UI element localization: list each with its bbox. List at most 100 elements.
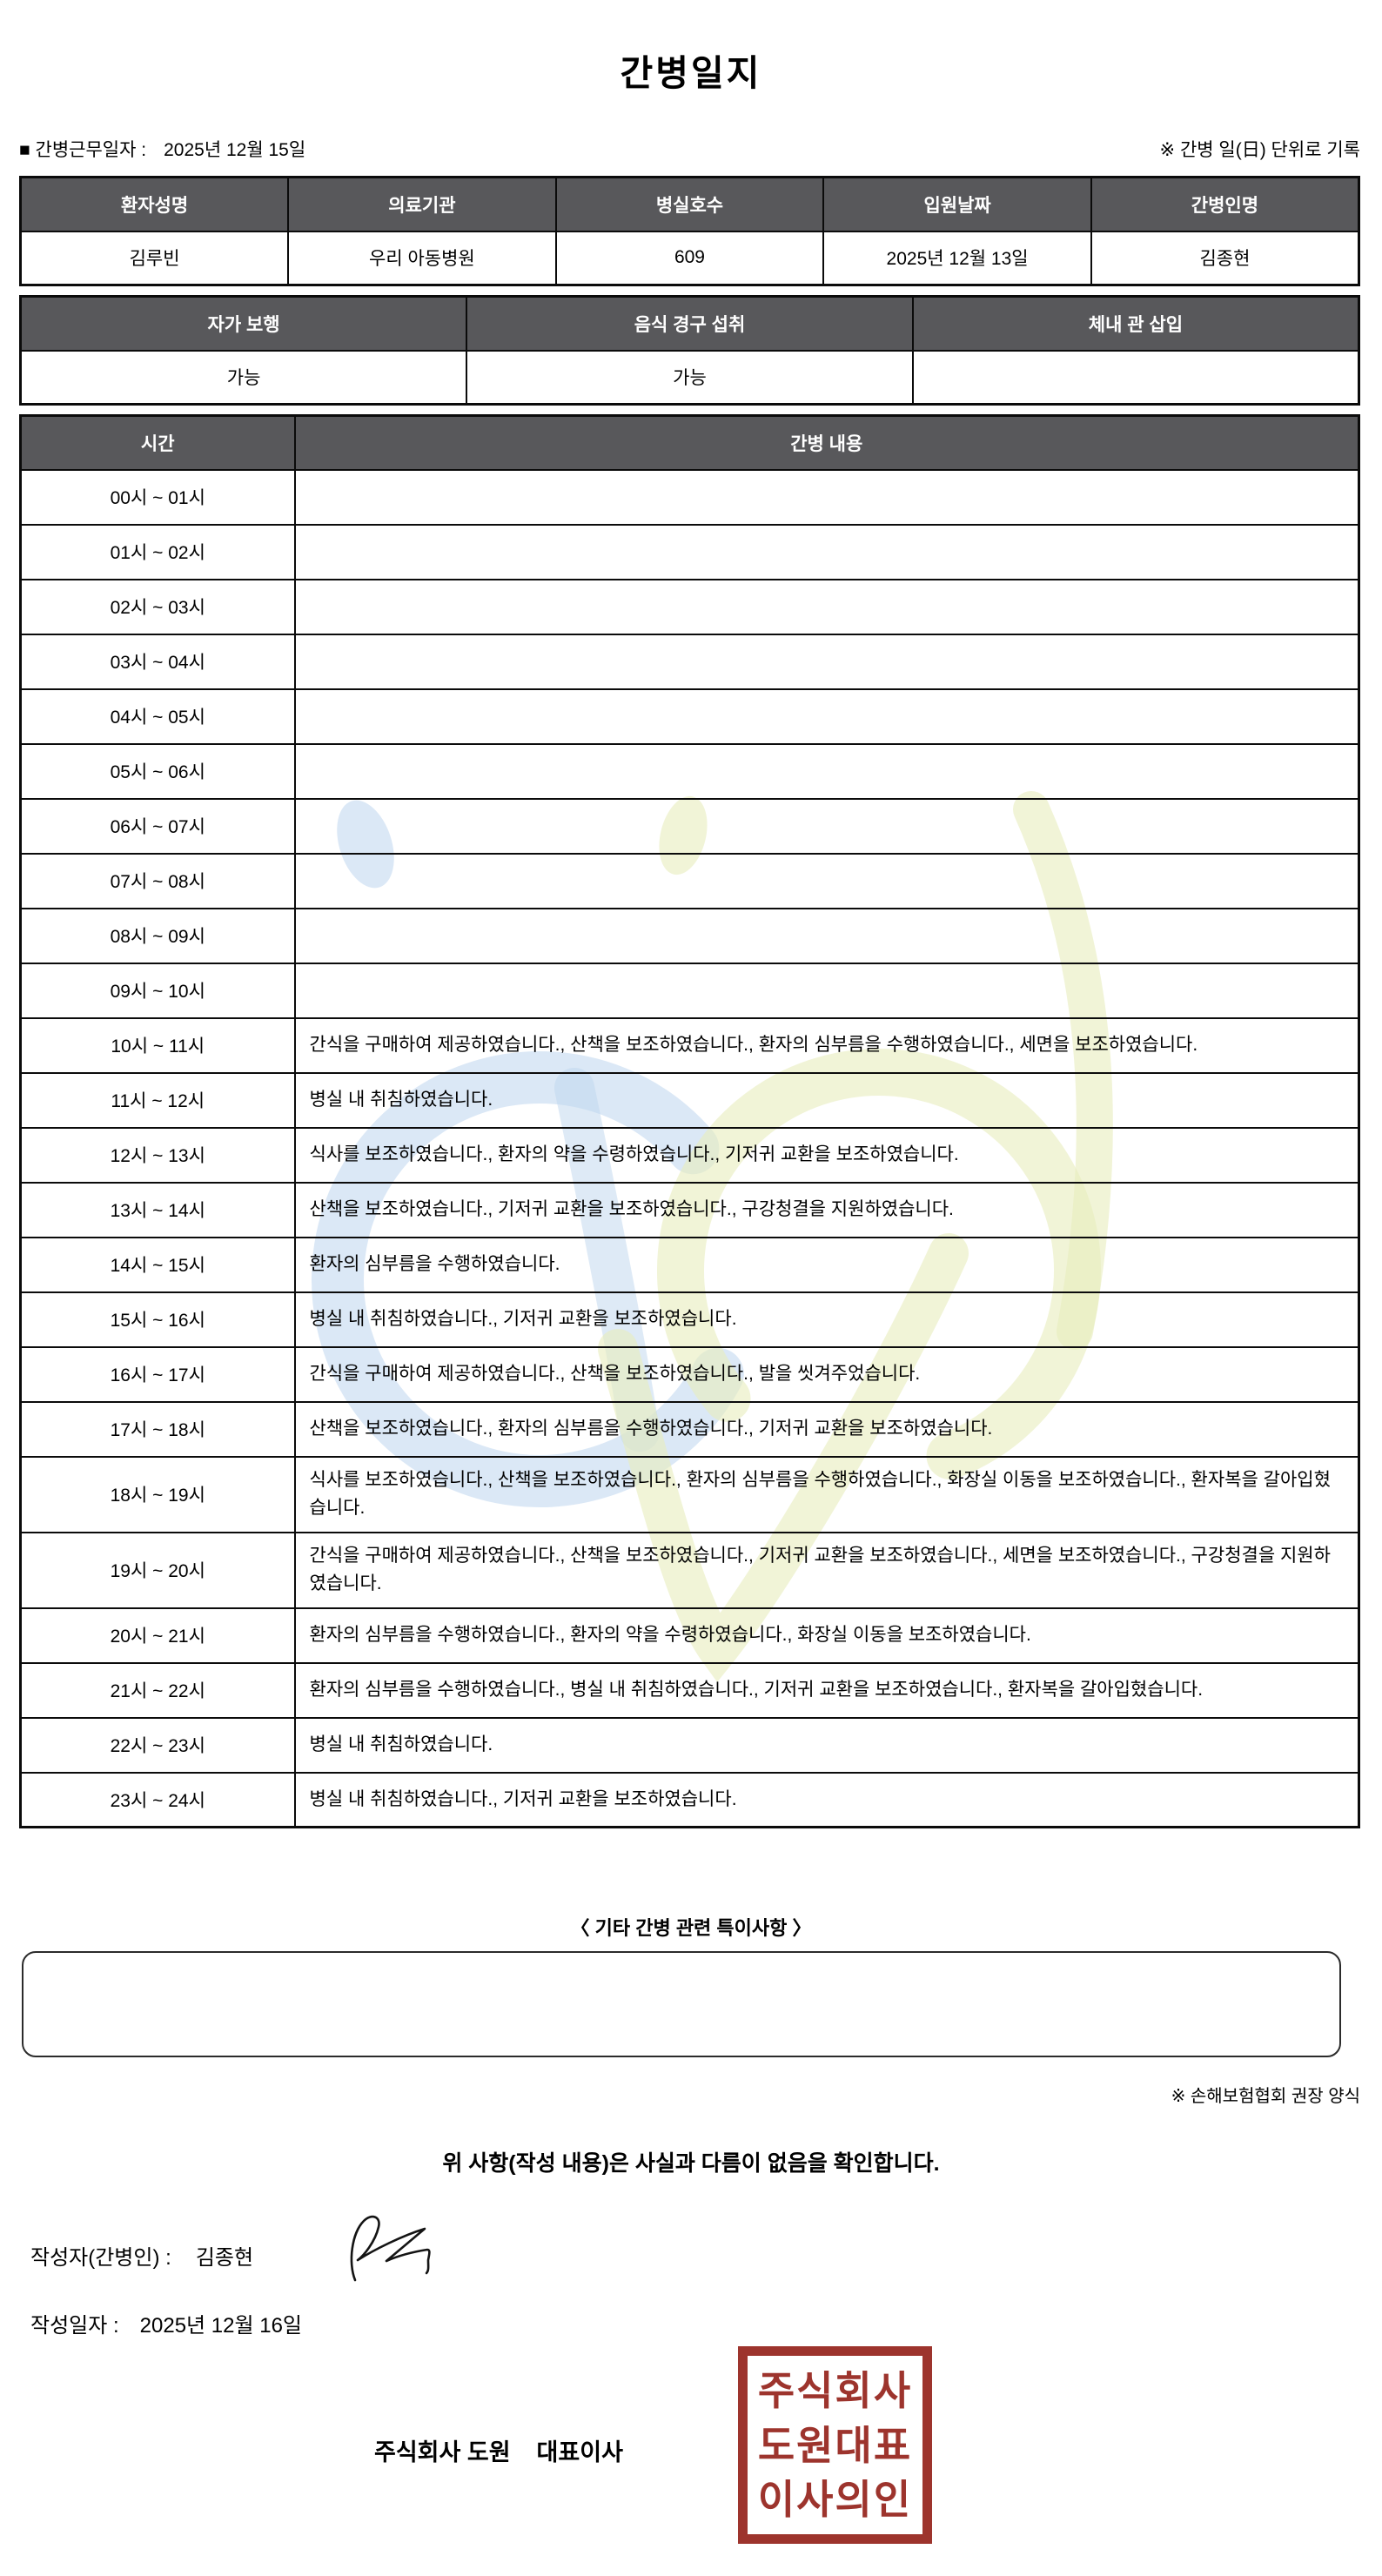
meta-line: ■ 간병근무일자 : 2025년 12월 15일 ※ 간병 일(日) 단위로 기록 xyxy=(19,136,1360,162)
self-walking-value: 가능 xyxy=(19,349,468,406)
care-log-row: 07시 ~ 08시 xyxy=(19,852,1360,909)
column-header: 간병인명 xyxy=(1090,176,1360,232)
time-range: 12시 ~ 13시 xyxy=(19,1126,296,1184)
care-content: 간식을 구매하여 제공하였습니다., 산책을 보조하였습니다., 환자의 심부름… xyxy=(293,1016,1360,1074)
condition-value-row: 가능 가능 xyxy=(19,349,1360,406)
time-range: 14시 ~ 15시 xyxy=(19,1236,296,1293)
work-date-label: ■ 간병근무일자 : xyxy=(19,140,147,160)
column-header: 병실호수 xyxy=(554,176,825,232)
time-range: 04시 ~ 05시 xyxy=(19,688,296,745)
care-log-row: 01시 ~ 02시 xyxy=(19,523,1360,580)
page-title: 간병일지 xyxy=(620,53,762,93)
time-range: 07시 ~ 08시 xyxy=(19,852,296,909)
patient-info-value-row: 김루빈 우리 아동병원 609 2025년 12월 13일 김종현 xyxy=(19,230,1360,286)
care-log-row: 00시 ~ 01시 xyxy=(19,468,1360,526)
care-log-row: 14시 ~ 15시 환자의 심부름을 수행하였습니다. xyxy=(19,1236,1360,1293)
time-range: 13시 ~ 14시 xyxy=(19,1181,296,1238)
condition-header-row: 자가 보행 음식 경구 섭취 체내 관 삽입 xyxy=(19,295,1360,352)
date-label: 작성일자 : xyxy=(30,2314,119,2338)
care-log-row: 16시 ~ 17시 간식을 구매하여 제공하였습니다., 산책을 보조하였습니다.… xyxy=(19,1345,1360,1403)
seal-text-row: 이사의인 xyxy=(757,2477,913,2523)
time-range: 23시 ~ 24시 xyxy=(19,1771,296,1828)
care-content xyxy=(293,688,1360,745)
care-log-row: 11시 ~ 12시 병실 내 취침하였습니다. xyxy=(19,1071,1360,1129)
care-log-row: 08시 ~ 09시 xyxy=(19,907,1360,964)
column-header: 음식 경구 섭취 xyxy=(466,295,914,352)
hospital-name: 우리 아동병원 xyxy=(287,230,557,286)
column-header: 자가 보행 xyxy=(19,295,468,352)
care-log-row: 15시 ~ 16시 병실 내 취침하였습니다., 기저귀 교환을 보조하였습니다. xyxy=(19,1291,1360,1348)
time-range: 19시 ~ 20시 xyxy=(19,1531,296,1609)
condition-table: 자가 보행 음식 경구 섭취 체내 관 삽입 가능 가능 xyxy=(19,295,1360,406)
care-content xyxy=(293,578,1360,635)
column-header: 체내 관 삽입 xyxy=(911,295,1360,352)
care-log-row: 23시 ~ 24시 병실 내 취침하였습니다., 기저귀 교환을 보조하였습니다. xyxy=(19,1771,1360,1828)
company-seal-stamp: 주식회사 도원대표 이사의인 xyxy=(738,2346,932,2544)
care-content xyxy=(293,468,1360,526)
writer-line: 작성자(간병인) : 김종현 xyxy=(30,2240,253,2271)
time-range: 16시 ~ 17시 xyxy=(19,1345,296,1403)
time-range: 20시 ~ 21시 xyxy=(19,1607,296,1664)
care-content xyxy=(293,907,1360,964)
notes-heading: 〈 기타 간병 관련 특이사항 〉 xyxy=(570,1917,812,1939)
care-log-row: 09시 ~ 10시 xyxy=(19,962,1360,1019)
care-content: 간식을 구매하여 제공하였습니다., 산책을 보조하였습니다., 기저귀 교환을… xyxy=(293,1531,1360,1609)
care-log-row: 20시 ~ 21시 환자의 심부름을 수행하였습니다., 환자의 약을 수령하였습… xyxy=(19,1607,1360,1664)
time-range: 05시 ~ 06시 xyxy=(19,742,296,800)
care-content: 식사를 보조하였습니다., 산책을 보조하였습니다., 환자의 심부름을 수행하… xyxy=(293,1455,1360,1533)
seal-text-row: 주식회사 xyxy=(757,2367,913,2413)
column-header: 입원날짜 xyxy=(822,176,1092,232)
time-range: 00시 ~ 01시 xyxy=(19,468,296,526)
care-content xyxy=(293,523,1360,580)
patient-name: 김루빈 xyxy=(19,230,290,286)
signature xyxy=(350,2215,431,2282)
care-log-row: 05시 ~ 06시 xyxy=(19,742,1360,800)
content-column-header: 간병 내용 xyxy=(293,414,1360,471)
writer-name: 김종현 xyxy=(195,2246,254,2270)
care-content: 산책을 보조하였습니다., 환자의 심부름을 수행하였습니다., 기저귀 교환을… xyxy=(293,1400,1360,1458)
time-range: 10시 ~ 11시 xyxy=(19,1016,296,1074)
care-content: 환자의 심부름을 수행하였습니다. xyxy=(293,1236,1360,1293)
care-log-row: 13시 ~ 14시 산책을 보조하였습니다., 기저귀 교환을 보조하였습니다.,… xyxy=(19,1181,1360,1238)
care-log-row: 04시 ~ 05시 xyxy=(19,688,1360,745)
time-range: 18시 ~ 19시 xyxy=(19,1455,296,1533)
care-content: 병실 내 취침하였습니다. xyxy=(293,1716,1360,1774)
date-value: 2025년 12월 16일 xyxy=(139,2314,303,2338)
tube-insertion-value xyxy=(911,349,1360,406)
notes-box xyxy=(22,1951,1341,2057)
time-range: 11시 ~ 12시 xyxy=(19,1071,296,1129)
form-note: ※ 손해보험협회 권장 양식 xyxy=(1171,2087,1360,2106)
care-content xyxy=(293,742,1360,800)
writer-label: 작성자(간병인) : xyxy=(30,2246,171,2270)
care-content: 병실 내 취침하였습니다., 기저귀 교환을 보조하였습니다. xyxy=(293,1771,1360,1828)
date-line: 작성일자 : 2025년 12월 16일 xyxy=(30,2308,302,2338)
care-log-header-row: 시간 간병 내용 xyxy=(19,414,1360,471)
care-content xyxy=(293,797,1360,855)
work-date: ■ 간병근무일자 : 2025년 12월 15일 xyxy=(19,136,305,162)
care-content xyxy=(293,962,1360,1019)
time-range: 02시 ~ 03시 xyxy=(19,578,296,635)
care-log-row: 17시 ~ 18시 산책을 보조하였습니다., 환자의 심부름을 수행하였습니다.… xyxy=(19,1400,1360,1458)
care-content xyxy=(293,852,1360,909)
time-range: 17시 ~ 18시 xyxy=(19,1400,296,1458)
care-content: 병실 내 취침하였습니다. xyxy=(293,1071,1360,1129)
admission-date: 2025년 12월 13일 xyxy=(822,230,1092,286)
confirmation-statement: 위 사항(작성 내용)은 사실과 다름이 없음을 확인합니다. xyxy=(442,2151,940,2176)
time-range: 06시 ~ 07시 xyxy=(19,797,296,855)
care-content: 병실 내 취침하였습니다., 기저귀 교환을 보조하였습니다. xyxy=(293,1291,1360,1348)
care-log-row: 03시 ~ 04시 xyxy=(19,633,1360,690)
time-range: 21시 ~ 22시 xyxy=(19,1661,296,1719)
care-content: 간식을 구매하여 제공하였습니다., 산책을 보조하였습니다., 발을 씻겨주었… xyxy=(293,1345,1360,1403)
patient-info-table: 환자성명 의료기관 병실호수 입원날짜 간병인명 김루빈 우리 아동병원 609… xyxy=(19,176,1360,286)
time-range: 15시 ~ 16시 xyxy=(19,1291,296,1348)
time-range: 08시 ~ 09시 xyxy=(19,907,296,964)
care-log-row: 10시 ~ 11시 간식을 구매하여 제공하였습니다., 산책을 보조하였습니다.… xyxy=(19,1016,1360,1074)
company-line: 주식회사 도원 대표이사 xyxy=(374,2439,623,2465)
work-date-value: 2025년 12월 15일 xyxy=(164,140,306,160)
time-range: 22시 ~ 23시 xyxy=(19,1716,296,1774)
care-log-row: 02시 ~ 03시 xyxy=(19,578,1360,635)
care-log-table: 시간 간병 내용 00시 ~ 01시 01시 ~ 02시 02시 ~ 03시 03시 … xyxy=(19,414,1360,1829)
care-log-row: 19시 ~ 20시 간식을 구매하여 제공하였습니다., 산책을 보조하였습니다.… xyxy=(19,1531,1360,1609)
time-column-header: 시간 xyxy=(19,414,296,471)
care-content: 식사를 보조하였습니다., 환자의 약을 수령하였습니다., 기저귀 교환을 보… xyxy=(293,1126,1360,1184)
